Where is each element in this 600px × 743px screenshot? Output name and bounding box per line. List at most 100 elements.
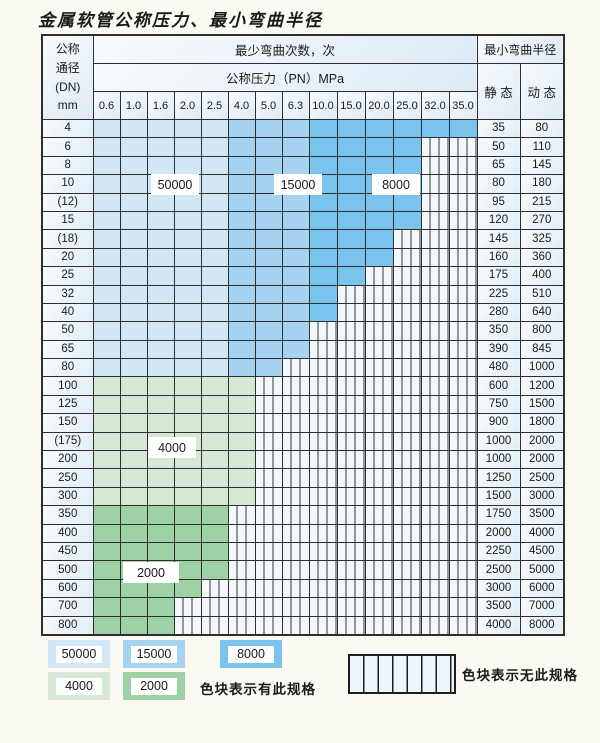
cycle-cell [119, 321, 148, 341]
cycle-cell [200, 413, 229, 433]
no-spec-cell [200, 578, 229, 599]
cycle-cell [92, 578, 121, 599]
no-spec-cell [336, 376, 366, 396]
cycle-cell [173, 523, 202, 543]
no-spec-cell [336, 450, 366, 470]
cycle-cell [92, 541, 121, 562]
cycle-cell [173, 468, 202, 488]
no-spec-cell [448, 597, 478, 617]
dn-cell: 20 [41, 247, 94, 268]
cycle-cell [146, 284, 175, 304]
no-spec-cell [308, 523, 338, 543]
cycle-cell [200, 284, 229, 304]
cycle-cell [254, 118, 283, 139]
no-spec-cell [281, 541, 310, 562]
cycle-cell [92, 450, 121, 470]
no-spec-cell [308, 358, 338, 378]
cycle-cell [392, 192, 422, 212]
pressure-col-2.5: 2.5 [200, 91, 229, 120]
static-radius-cell: 2250 [476, 541, 521, 562]
no-spec-cell [448, 486, 478, 507]
dn-cell: (18) [41, 229, 94, 249]
no-spec-cell [281, 523, 310, 543]
no-spec-cell [336, 302, 366, 323]
static-radius-cell: 4000 [476, 615, 521, 636]
table-row-dn-80: 80 480 1000 [41, 358, 565, 378]
dynamic-radius-cell: 640 [519, 302, 565, 323]
cycle-cell [119, 339, 148, 360]
no-spec-cell [420, 394, 450, 415]
no-spec-cell [227, 560, 256, 580]
legend-swatch-50000-label: 50000 [56, 645, 102, 663]
no-spec-cell [308, 450, 338, 470]
cycle-cell [119, 247, 148, 268]
cycle-cell [92, 229, 121, 249]
cycle-cell [146, 247, 175, 268]
cycle-cell [92, 486, 121, 507]
cycle-cell [200, 210, 229, 231]
cycle-cell [146, 486, 175, 507]
cycle-cell [227, 450, 256, 470]
no-spec-cell [420, 431, 450, 452]
no-spec-cell [364, 358, 394, 378]
cycle-cell [173, 247, 202, 268]
cycle-cell [200, 155, 229, 176]
no-spec-cell [364, 597, 394, 617]
no-spec-cell [227, 597, 256, 617]
cycle-cell [227, 394, 256, 415]
no-spec-cell [392, 229, 422, 249]
cycle-cell [173, 505, 202, 525]
dn-cell: (175) [41, 431, 94, 452]
cycle-cell [227, 413, 256, 433]
cycle-cell [173, 339, 202, 360]
dn-cell: 32 [41, 284, 94, 304]
cycle-cell [92, 505, 121, 525]
cycle-cell [281, 210, 310, 231]
no-spec-cell [281, 468, 310, 488]
no-spec-cell [308, 560, 338, 580]
table-row-dn-100: 100 600 1200 [41, 376, 565, 396]
no-spec-cell [308, 321, 338, 341]
table-row-dn-32: 32 225 510 [41, 284, 565, 304]
cycle-cell [200, 468, 229, 488]
dn-cell: 10 [41, 174, 94, 194]
table-row-dn-15: 15 120 270 [41, 210, 565, 231]
no-spec-cell [392, 523, 422, 543]
cycle-cell [146, 523, 175, 543]
no-spec-cell [308, 486, 338, 507]
page-title: 金属软管公称压力、最小弯曲半径 [38, 11, 323, 30]
no-spec-cell [392, 597, 422, 617]
no-spec-cell [448, 541, 478, 562]
dn-cell: 4 [41, 118, 94, 139]
cycle-cell [227, 155, 256, 176]
cycle-cell [200, 118, 229, 139]
cycle-cell [173, 394, 202, 415]
no-spec-cell [364, 541, 394, 562]
no-spec-cell [281, 413, 310, 433]
no-spec-cell [281, 505, 310, 525]
dynamic-radius-cell: 800 [519, 321, 565, 341]
cycle-cell [308, 302, 338, 323]
cycle-cell [308, 155, 338, 176]
no-spec-cell [420, 302, 450, 323]
dynamic-radius-cell: 1000 [519, 358, 565, 378]
dn-header-line: 通径 [55, 60, 80, 75]
no-spec-cell [448, 266, 478, 286]
no-spec-cell [448, 229, 478, 249]
static-radius-cell: 160 [476, 247, 521, 268]
no-spec-cell [281, 578, 310, 599]
no-spec-cell [364, 394, 394, 415]
dn-header-line: (DN) [55, 79, 81, 94]
dn-cell: 8 [41, 155, 94, 176]
bend-cycles-header: 最少弯曲次数，次 [92, 34, 478, 64]
cycle-cell [92, 468, 121, 488]
no-spec-cell [392, 578, 422, 599]
cycle-cell [200, 247, 229, 268]
no-spec-cell [281, 376, 310, 396]
cycle-cell [92, 431, 121, 452]
cycle-cell [448, 118, 478, 139]
static-radius-cell: 2000 [476, 523, 521, 543]
region-label-15000: 15000 [274, 174, 322, 195]
cycle-cell [420, 118, 450, 139]
no-spec-cell [448, 155, 478, 176]
